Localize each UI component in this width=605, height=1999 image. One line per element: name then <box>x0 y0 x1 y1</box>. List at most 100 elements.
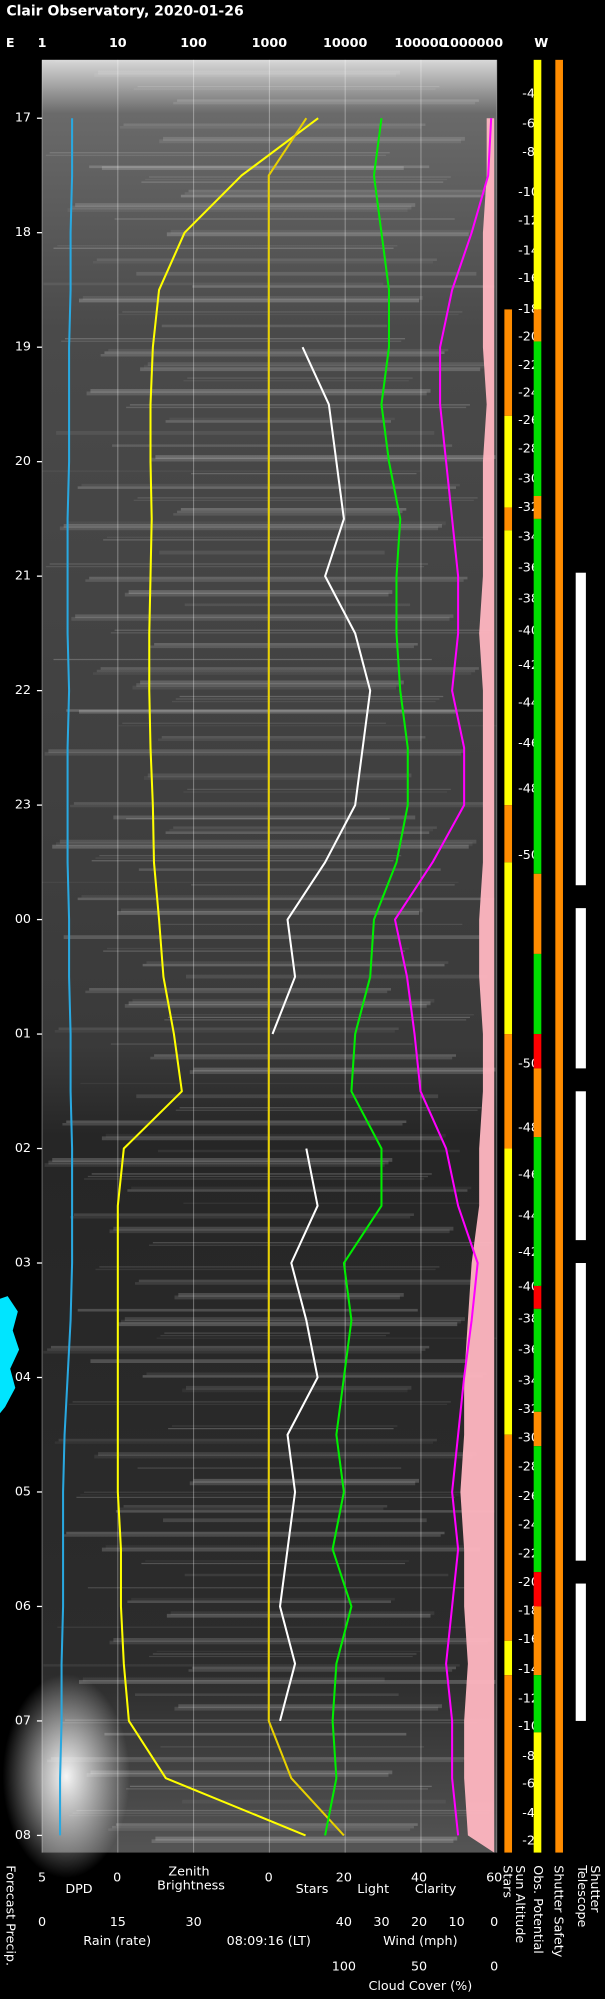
hour-label: 07 <box>15 1713 31 1728</box>
series-line <box>116 117 319 1837</box>
status-segment <box>504 507 513 531</box>
status-segment <box>533 873 542 954</box>
status-segment <box>575 572 586 886</box>
status-segment <box>533 496 542 519</box>
status-segment <box>575 1091 586 1241</box>
status-segment <box>533 1606 542 1676</box>
axis-tick-label: 20 <box>336 1871 352 1886</box>
top-tick-label: 1 <box>38 36 47 51</box>
hour-label: 00 <box>15 912 31 927</box>
status-segment <box>533 309 542 342</box>
status-segment <box>533 1732 542 1853</box>
status-segment <box>533 1446 542 1573</box>
status-segment <box>504 530 513 806</box>
forecast-precip-label: Forecast Precip. <box>3 1865 18 1966</box>
column-label: Stars <box>499 1865 514 1898</box>
hour-label: 06 <box>15 1599 31 1614</box>
series-label: Zenith Brightness <box>157 1864 225 1893</box>
axis-tick-label: 20 <box>411 1915 427 1930</box>
axis-tick-label: 100 <box>332 1960 356 1975</box>
east-label: E <box>6 36 15 51</box>
top-tick-label: 10000 <box>323 36 367 51</box>
axis-tick-label: 40 <box>336 1915 352 1930</box>
sky-image <box>2 59 497 1879</box>
status-segment <box>504 805 513 863</box>
axis-tick-label: 5 <box>38 1871 46 1886</box>
column-label: Telescope Shutter <box>575 1864 603 1931</box>
top-tick-label: 1000000 <box>441 36 503 51</box>
status-segment <box>533 1308 542 1412</box>
axis-tick-label: 0 <box>490 1915 498 1930</box>
hour-label: 18 <box>15 225 31 240</box>
status-segment <box>575 908 586 1069</box>
top-tick-label: 100000 <box>394 36 447 51</box>
status-segment <box>533 1411 542 1447</box>
hour-label: 21 <box>15 569 31 584</box>
status-segment <box>504 1034 513 1149</box>
hour-label: 05 <box>15 1484 31 1499</box>
sun-altitude-label: -6 <box>522 116 535 131</box>
status-segment <box>504 1640 513 1676</box>
series-line <box>267 117 345 1837</box>
west-label: W <box>534 36 548 51</box>
status-segment <box>533 1572 542 1607</box>
column-label: Shutter Safety <box>550 1865 565 1957</box>
hour-label: 20 <box>15 454 31 469</box>
sun-altitude-label: -6 <box>522 1776 535 1791</box>
status-segment <box>555 59 563 1853</box>
wind-area <box>460 59 495 1853</box>
status-segment <box>504 1675 513 1853</box>
status-segment <box>533 1068 542 1138</box>
status-segment <box>575 1263 586 1561</box>
axis-tick-label: 10 <box>449 1915 465 1930</box>
hour-label: 04 <box>15 1370 31 1385</box>
sun-altitude-label: -2 <box>522 1834 535 1849</box>
series-label: Light <box>357 1882 389 1897</box>
series-line <box>59 118 74 1836</box>
timestamp: 08:09:16 (LT) <box>227 1934 311 1949</box>
top-tick-label: 1000 <box>252 36 288 51</box>
status-segment <box>533 1285 542 1309</box>
sun-altitude-label: -4 <box>522 1806 535 1821</box>
axis-label: Rain (rate) <box>83 1934 151 1949</box>
sun-altitude-label: -8 <box>522 145 535 160</box>
status-segment <box>533 1675 542 1733</box>
status-segment <box>533 518 542 874</box>
series-line <box>271 346 372 1722</box>
sun-altitude-label: -8 <box>522 1749 535 1764</box>
axis-tick-label: 50 <box>411 1960 427 1975</box>
status-segment <box>533 59 542 310</box>
hour-label: 02 <box>15 1141 31 1156</box>
sun-altitude-label: Sun Altitude <box>512 1865 527 1943</box>
sun-altitude-label: -4 <box>522 87 535 102</box>
top-tick-label: 10 <box>109 36 127 51</box>
axis-tick-label: 15 <box>110 1915 126 1930</box>
status-segment <box>575 1583 586 1721</box>
status-segment <box>504 415 513 508</box>
hour-label: 23 <box>15 798 31 813</box>
forecast-precip-shape <box>0 1296 20 1414</box>
hour-label: 01 <box>15 1027 31 1042</box>
status-segment <box>504 862 513 1035</box>
status-segment <box>504 1434 513 1641</box>
series-label: Wind (mph) <box>383 1934 457 1949</box>
hour-label: 19 <box>15 340 31 355</box>
chart-title: Clair Observatory, 2020-01-26 <box>6 3 243 19</box>
series-line <box>393 118 493 1836</box>
axis-tick-label: 0 <box>265 1871 273 1886</box>
series-label: DPD <box>65 1882 92 1897</box>
hour-label: 17 <box>15 111 31 126</box>
series-label: Clarity <box>415 1882 457 1897</box>
axis-tick-label: 0 <box>113 1871 121 1886</box>
axis-tick-label: 30 <box>186 1915 202 1930</box>
status-segment <box>504 309 513 416</box>
sky-cloud <box>2 1674 130 1879</box>
axis-tick-label: 40 <box>411 1871 427 1886</box>
hour-label: 08 <box>15 1828 31 1843</box>
axis-tick-label: 60 <box>486 1871 502 1886</box>
hour-label: 03 <box>15 1256 31 1271</box>
column-label: Obs. Potential <box>530 1865 545 1954</box>
axis-tick-label: 0 <box>38 1915 46 1930</box>
status-segment <box>533 1034 542 1069</box>
